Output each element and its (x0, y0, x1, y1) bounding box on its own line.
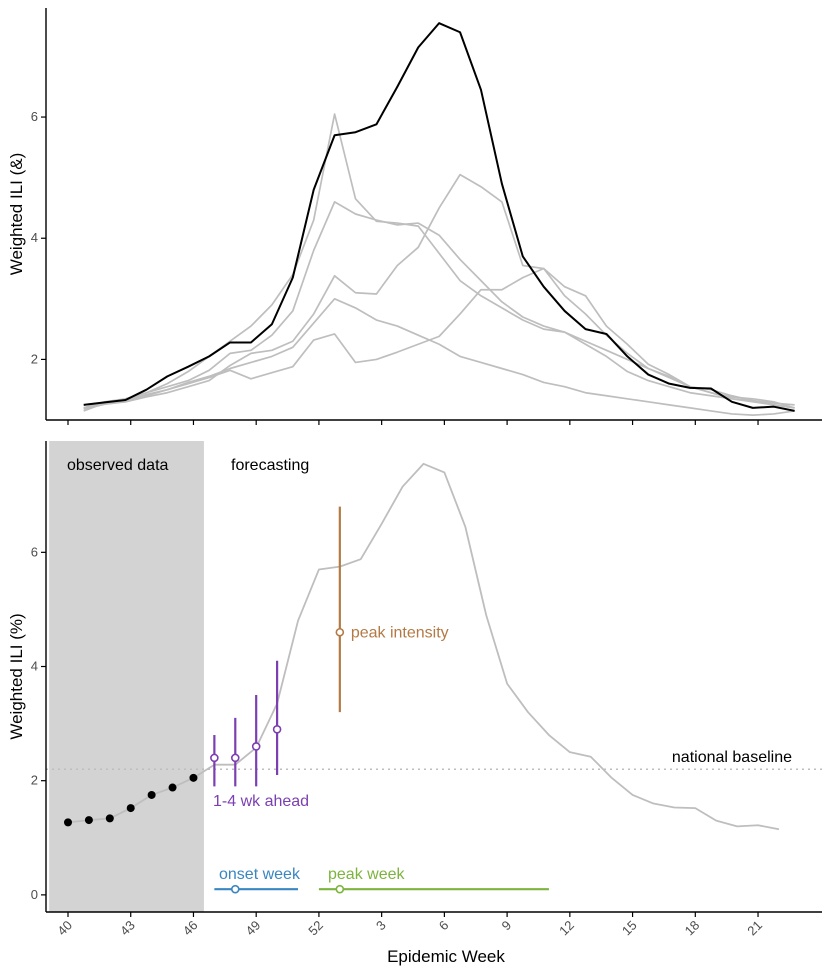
forecasting-label: forecasting (231, 457, 309, 474)
x-tick-label: 43 (117, 918, 138, 939)
past-season-5-line (83, 113, 795, 409)
top-y-tick-label: 4 (31, 230, 38, 245)
observed-data-label: observed data (67, 457, 169, 474)
observed-point (168, 783, 177, 792)
forecast-point (251, 742, 261, 751)
x-tick-label: 18 (682, 918, 703, 939)
observed-point (84, 816, 93, 825)
observed-point (64, 818, 72, 827)
current-season-line (83, 22, 795, 412)
past-season-2-line (83, 173, 795, 410)
x-tick-label: 21 (744, 918, 765, 939)
x-tick-label: 6 (436, 918, 452, 934)
observed-point (147, 790, 156, 799)
x-tick-label: 46 (180, 918, 201, 939)
bottom-panel: observed data forecasting national baselin… (7, 441, 822, 966)
onset-week-label: onset week (219, 866, 301, 883)
peak-week-label: peak week (328, 866, 405, 883)
peak-intensity-label: peak intensity (351, 624, 449, 641)
x-tick-label: 52 (305, 918, 326, 939)
observed-point (126, 804, 135, 813)
top-y-tick-label: 6 (31, 109, 38, 124)
observed-region (49, 441, 204, 912)
x-tick-label: 15 (619, 918, 640, 939)
x-tick-label: 3 (373, 918, 389, 934)
x-tick-label: 40 (54, 918, 75, 939)
x-axis-title: Epidemic Week (387, 947, 505, 966)
top-y-tick-label: 2 (31, 351, 38, 366)
forecast-label: 1-4 wk ahead (213, 793, 309, 810)
bottom-y-axis-title: Weighted ILI (%) (7, 613, 26, 739)
past-season-4-line (83, 201, 795, 409)
observed-point (189, 773, 198, 782)
national-baseline-label: national baseline (672, 749, 792, 766)
bottom-y-tick-label: 0 (31, 887, 38, 902)
forecast-point (210, 753, 219, 763)
peak-week-point (335, 884, 345, 894)
bottom-y-tick-label: 6 (31, 544, 38, 559)
forecast-point (230, 753, 240, 763)
season-curve-line (192, 462, 780, 831)
past-season-1-line (83, 267, 795, 409)
x-tick-label: 12 (556, 918, 577, 939)
bottom-y-tick-label: 2 (31, 773, 38, 788)
x-tick-label: 9 (499, 918, 515, 934)
bottom-y-tick-label: 4 (31, 659, 38, 674)
observed-point (105, 814, 114, 823)
forecast-point (272, 725, 282, 734)
peak-intensity-point (335, 627, 345, 637)
top-y-axis-title: Weighted ILI (&) (7, 153, 26, 276)
past-season-3-line (83, 297, 795, 417)
x-tick-label: 49 (242, 918, 263, 939)
onset-week-point (230, 884, 240, 894)
top-panel: 2 4 6 Weighted ILI (&) (7, 8, 822, 425)
